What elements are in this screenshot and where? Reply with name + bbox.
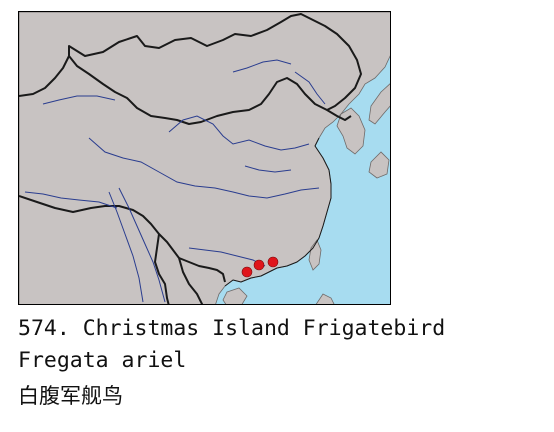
- songhua-river: [294, 71, 326, 105]
- korea-border: [326, 109, 352, 121]
- vietnam-border: [178, 257, 226, 283]
- occurrence-marker: [241, 266, 253, 278]
- species-chinese-name: 白腹军舰鸟: [18, 384, 123, 408]
- tarim-river: [42, 95, 116, 105]
- hainan-island: [222, 287, 248, 304]
- huai-river: [244, 165, 292, 173]
- southwest-border: [19, 195, 180, 259]
- taiwan-island: [308, 239, 322, 271]
- occurrence-markers: [241, 256, 279, 278]
- rivers: [24, 59, 326, 303]
- heilong-river: [232, 59, 292, 73]
- country-borders: [19, 13, 362, 304]
- mekong-river: [118, 187, 166, 303]
- laos-border: [178, 257, 204, 304]
- japan-landmass: [368, 83, 390, 125]
- northern-border: [68, 13, 362, 125]
- occurrence-marker: [267, 256, 279, 268]
- range-map: [18, 11, 391, 305]
- species-title: 574. Christmas Island Frigatebird: [18, 316, 446, 341]
- japan-southwest-island: [368, 151, 390, 179]
- pearl-river: [188, 247, 266, 267]
- brahmaputra-river: [24, 191, 118, 209]
- yellow-river: [168, 115, 310, 151]
- occurrence-marker: [253, 259, 265, 271]
- china-coastline: [224, 137, 332, 287]
- species-latin-name: Fregata ariel: [18, 348, 187, 373]
- yangtze-river: [88, 137, 320, 199]
- southeast-asia-border: [154, 233, 170, 304]
- salween-river: [108, 191, 144, 303]
- western-border: [19, 55, 70, 97]
- philippines-landmass: [315, 293, 335, 304]
